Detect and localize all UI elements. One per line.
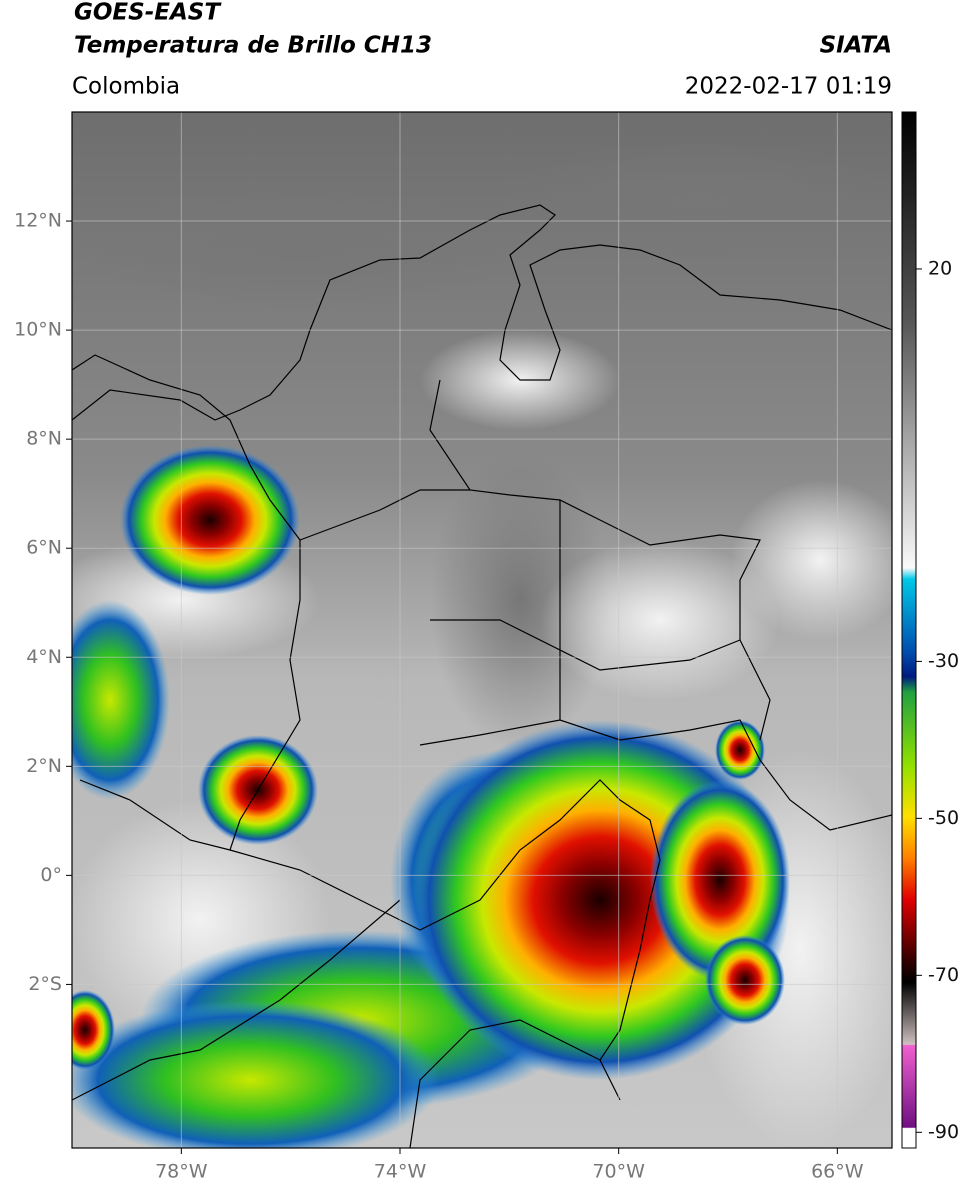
colorbar-tick-label: -30 [928,650,959,672]
colorbar-tick-label: -50 [928,807,959,829]
source: SIATA [820,33,892,59]
colorbar-tick-label: -90 [928,1121,959,1143]
y-tick-label: 6°N [26,537,62,559]
region: Colombia [72,74,180,100]
x-tick-label: 74°W [374,1161,427,1183]
datetime: 2022-02-17 01:19 [685,74,892,100]
subtitle: Temperatura de Brillo CH13 [74,33,432,59]
grid [72,112,892,1148]
colorbar [901,111,917,1149]
colorbar-tick-label: 20 [928,257,952,279]
y-tick-label: 2°S [28,973,62,995]
x-tick-label: 78°W [155,1161,208,1183]
map-frame [71,111,893,1149]
x-tick-label: 70°W [592,1161,645,1183]
y-tick-label: 10°N [14,319,62,341]
y-tick-label: 2°N [26,755,62,777]
y-tick-label: 12°N [14,210,62,232]
satellite-image [72,112,892,1148]
title: GOES-EAST [74,0,222,26]
x-tick-label: 66°W [811,1161,864,1183]
y-tick-label: 8°N [26,428,62,450]
colorbar-tick-label: -70 [928,964,959,986]
y-tick-label: 0° [40,864,62,886]
y-tick-label: 4°N [26,646,62,668]
